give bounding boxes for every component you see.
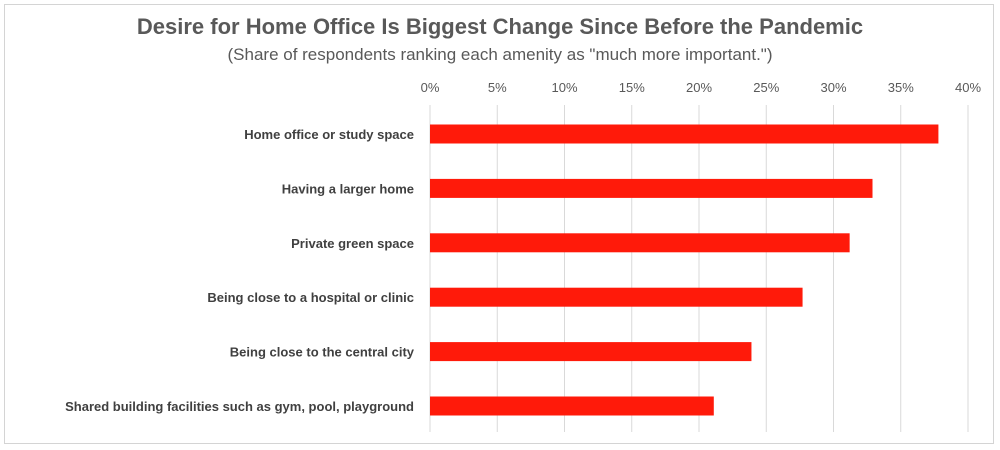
bars (430, 124, 939, 416)
x-tick-label: 35% (888, 80, 914, 95)
x-tick-label: 30% (820, 80, 846, 95)
x-tick-label: 10% (551, 80, 577, 95)
chart-title: Desire for Home Office Is Biggest Change… (136, 14, 864, 39)
x-tick-label: 5% (488, 80, 507, 95)
x-axis-tick-labels: 0% 5% 10% 15% 20% 25% 30% 35% 40% (421, 80, 982, 95)
category-label: Shared building facilities such as gym, … (65, 399, 414, 414)
category-labels: Home office or study space Having a large… (65, 127, 415, 414)
bar (430, 342, 752, 362)
chart-subtitle: (Share of respondents ranking each ameni… (227, 45, 773, 64)
chart-frame (4, 4, 994, 444)
bar (430, 124, 939, 144)
category-label: Home office or study space (244, 127, 414, 142)
bar (430, 396, 714, 416)
category-label: Being close to the central city (230, 345, 415, 360)
bar (430, 233, 850, 253)
category-label: Being close to a hospital or clinic (207, 290, 414, 305)
x-tick-label: 15% (619, 80, 645, 95)
bar (430, 178, 873, 198)
x-tick-label: 0% (421, 80, 440, 95)
x-tick-label: 40% (955, 80, 981, 95)
x-tick-label: 20% (686, 80, 712, 95)
category-label: Private green space (291, 236, 414, 251)
bar (430, 287, 803, 307)
x-tick-label: 25% (753, 80, 779, 95)
gridlines (429, 105, 969, 432)
category-label: Having a larger home (282, 181, 414, 196)
